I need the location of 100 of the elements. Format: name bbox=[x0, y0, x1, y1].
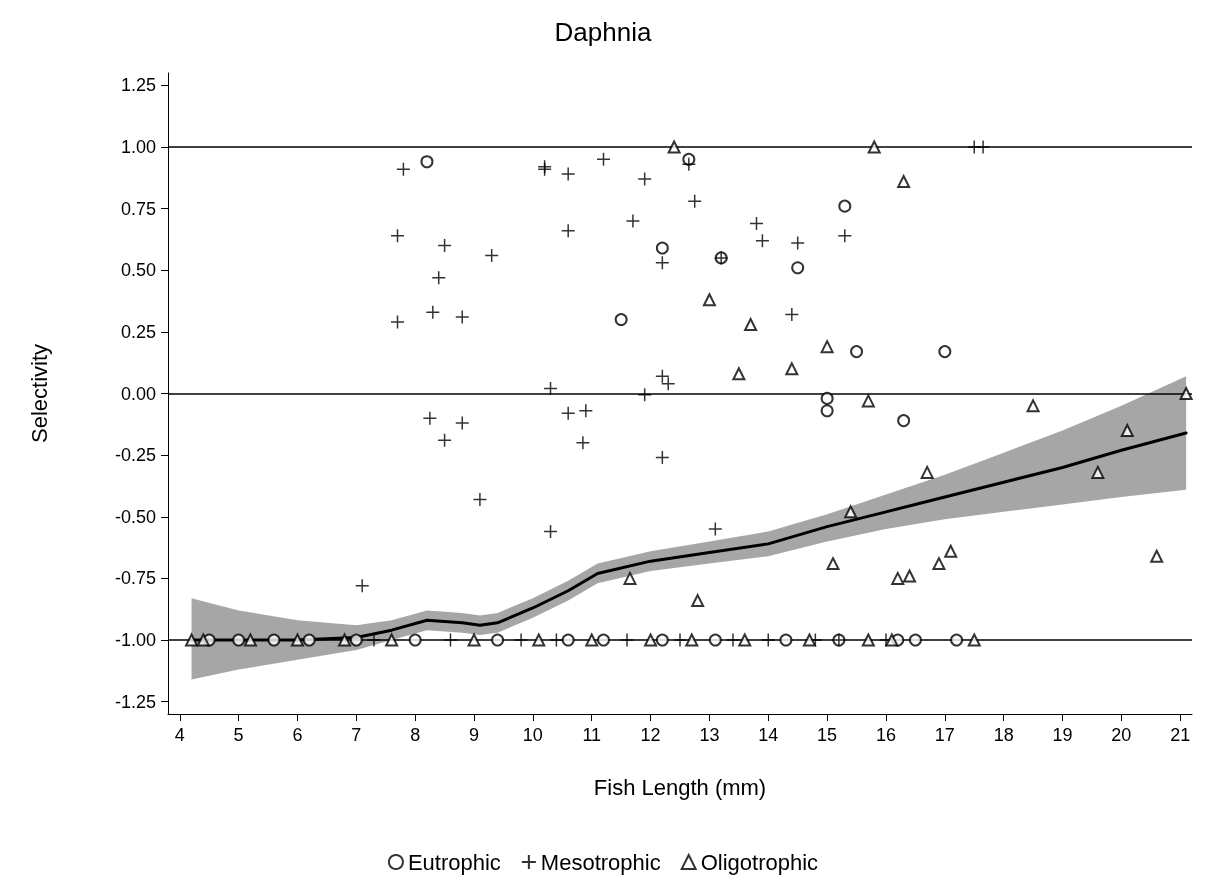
point bbox=[655, 255, 670, 271]
y-axis-title: Selectivity bbox=[26, 343, 52, 444]
point bbox=[484, 248, 499, 263]
x-tick-label: 9 bbox=[469, 725, 480, 745]
point bbox=[560, 405, 576, 421]
x-tick-label: 6 bbox=[292, 725, 303, 745]
point bbox=[897, 414, 911, 428]
point bbox=[738, 633, 752, 647]
point bbox=[467, 633, 481, 647]
point bbox=[290, 633, 304, 647]
x-tick-label: 16 bbox=[875, 725, 896, 745]
y-tick-label: 1.00 bbox=[120, 136, 156, 157]
point bbox=[560, 166, 576, 182]
point bbox=[761, 632, 776, 648]
point bbox=[844, 505, 858, 519]
point bbox=[885, 633, 899, 647]
point bbox=[1026, 399, 1040, 413]
point bbox=[655, 241, 669, 255]
point bbox=[196, 633, 210, 647]
point bbox=[681, 156, 697, 172]
point bbox=[637, 387, 652, 402]
point bbox=[561, 633, 575, 647]
point bbox=[437, 238, 452, 253]
y-tick-label: 0.75 bbox=[120, 198, 156, 219]
point bbox=[820, 404, 834, 418]
x-tick-label: 4 bbox=[174, 725, 185, 745]
point bbox=[408, 633, 422, 647]
point bbox=[903, 569, 917, 583]
point bbox=[861, 633, 875, 647]
y-tick-label: 0.50 bbox=[120, 260, 156, 281]
point bbox=[850, 345, 864, 359]
point bbox=[302, 633, 316, 647]
point bbox=[455, 309, 470, 325]
point bbox=[614, 313, 628, 327]
point bbox=[585, 633, 599, 647]
y-tick-label: -1.00 bbox=[114, 630, 156, 651]
point bbox=[354, 578, 370, 594]
point bbox=[543, 381, 558, 396]
point bbox=[838, 199, 852, 213]
x-tick-label: 8 bbox=[410, 725, 421, 745]
point bbox=[732, 367, 746, 381]
point bbox=[820, 340, 834, 354]
point bbox=[861, 394, 875, 408]
point bbox=[560, 223, 576, 239]
point bbox=[920, 465, 934, 479]
point bbox=[644, 633, 658, 647]
x-tick-label: 18 bbox=[993, 725, 1014, 745]
point bbox=[575, 435, 591, 451]
point bbox=[667, 140, 681, 154]
y-tick-label: -0.25 bbox=[114, 445, 156, 466]
point bbox=[543, 524, 558, 539]
y-tick-label: 0.25 bbox=[120, 321, 156, 342]
x-tick-label: 13 bbox=[699, 725, 720, 745]
point bbox=[908, 633, 922, 647]
point bbox=[443, 632, 458, 648]
point bbox=[385, 633, 399, 647]
point bbox=[685, 633, 699, 647]
point bbox=[826, 557, 840, 571]
point bbox=[790, 235, 805, 251]
point bbox=[349, 633, 363, 647]
chart-title: Daphnia bbox=[554, 17, 652, 47]
point bbox=[232, 633, 246, 647]
point bbox=[784, 307, 800, 322]
x-tick-label: 15 bbox=[817, 725, 838, 745]
point bbox=[267, 633, 281, 647]
point bbox=[390, 314, 405, 330]
point bbox=[708, 521, 723, 537]
point bbox=[637, 171, 652, 187]
point bbox=[837, 228, 853, 243]
y-tick-label: 0.00 bbox=[120, 383, 156, 404]
point bbox=[820, 391, 834, 405]
point bbox=[390, 228, 405, 243]
point bbox=[691, 594, 705, 608]
y-tick-label: -1.25 bbox=[114, 691, 156, 712]
point bbox=[619, 632, 635, 648]
x-tick-label: 20 bbox=[1111, 725, 1132, 745]
x-tick-label: 11 bbox=[582, 725, 602, 745]
point bbox=[655, 633, 669, 647]
x-tick-label: 19 bbox=[1052, 725, 1073, 745]
point bbox=[655, 450, 670, 465]
point bbox=[425, 304, 441, 320]
point bbox=[185, 633, 199, 647]
point bbox=[578, 403, 594, 419]
point bbox=[755, 233, 770, 248]
point bbox=[243, 633, 257, 647]
point bbox=[867, 140, 881, 154]
point bbox=[623, 571, 637, 585]
point bbox=[549, 632, 564, 648]
x-axis-title: Fish Length (mm) bbox=[593, 774, 767, 800]
point bbox=[513, 632, 529, 648]
legend-label: Oligotrophic bbox=[700, 849, 819, 875]
point bbox=[944, 544, 958, 558]
point bbox=[938, 345, 952, 359]
point bbox=[396, 161, 411, 177]
point bbox=[1120, 423, 1134, 437]
point bbox=[596, 152, 611, 167]
x-tick-label: 14 bbox=[758, 725, 779, 745]
point bbox=[420, 155, 434, 169]
point bbox=[932, 557, 946, 571]
point bbox=[672, 632, 688, 648]
